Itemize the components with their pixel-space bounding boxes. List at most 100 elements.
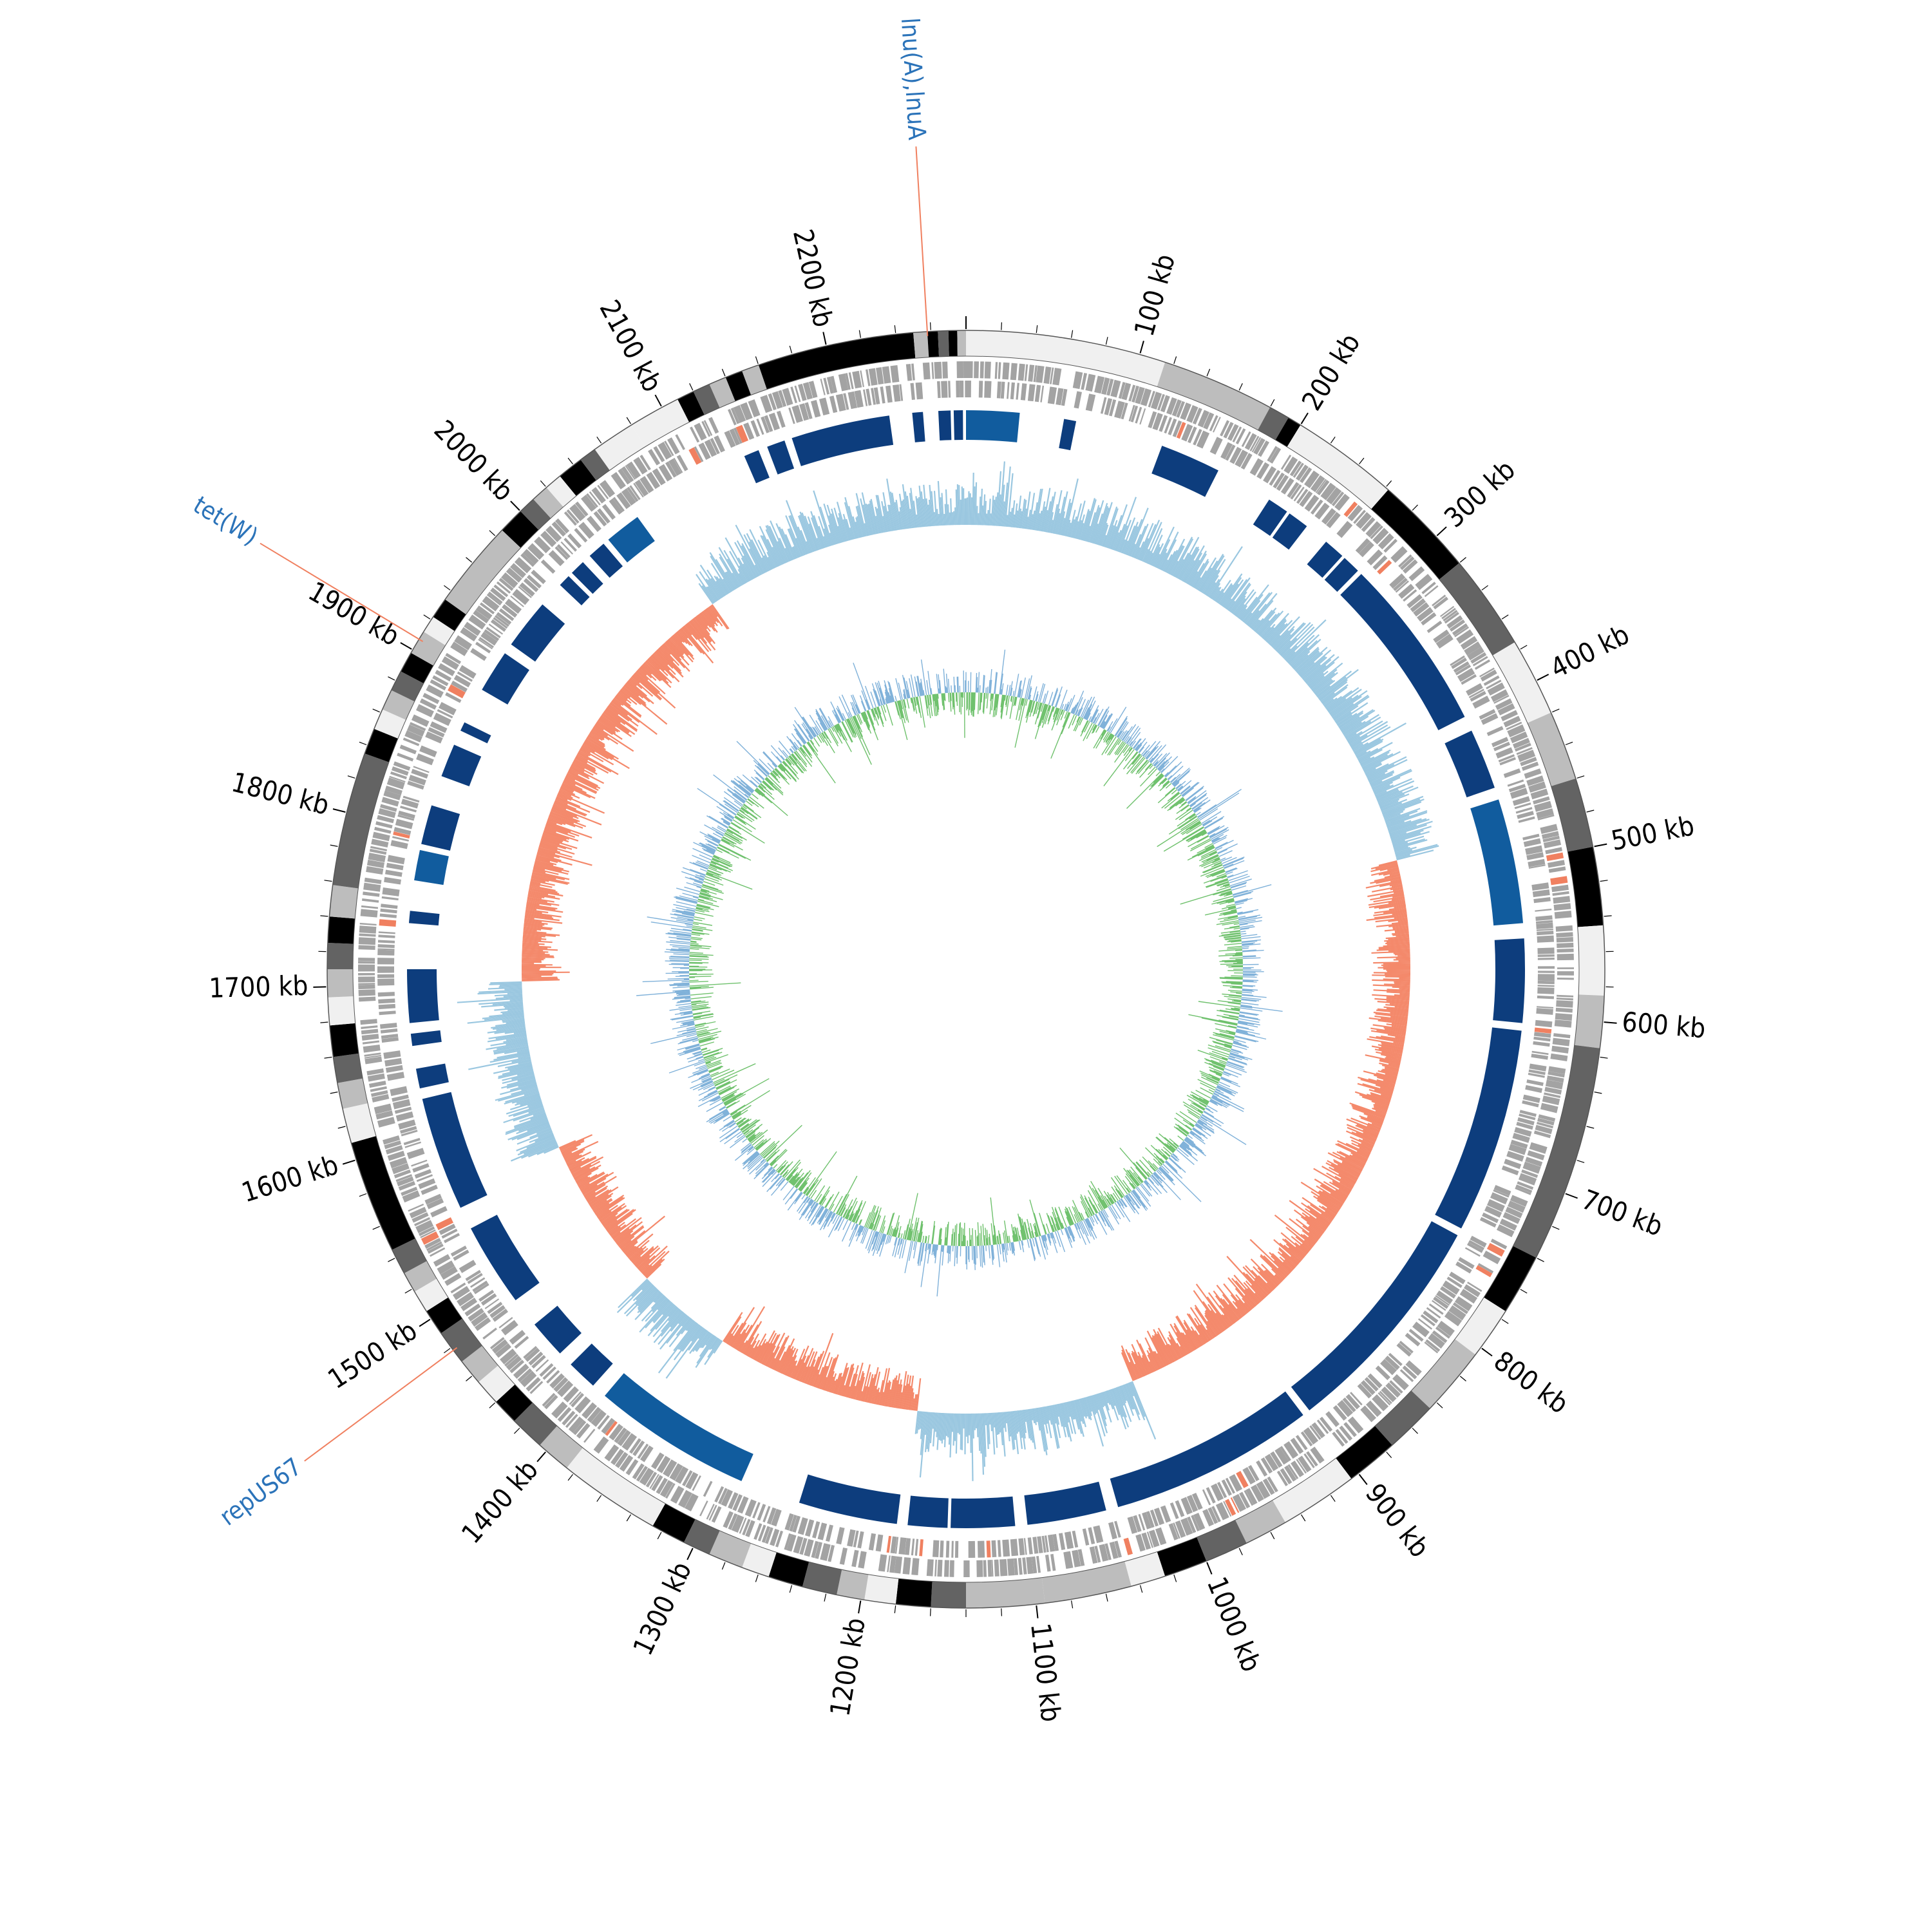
cds-feature	[453, 674, 471, 688]
gc-skew-bar	[1160, 755, 1179, 773]
gc-content-bar	[1381, 1042, 1404, 1048]
gc-content-bar	[600, 715, 632, 737]
gc-content-bar	[1263, 1255, 1287, 1278]
cds-feature	[599, 480, 616, 498]
gc-content-bar	[526, 909, 549, 914]
cds-feature	[457, 671, 473, 682]
gc-content-bar	[1028, 493, 1036, 530]
cds-feature	[411, 768, 429, 779]
gc-content-bar	[1170, 1344, 1179, 1360]
gc-skew-bar	[1226, 871, 1233, 875]
gc-content-bar	[856, 1372, 865, 1401]
gc-content-bar	[562, 1148, 578, 1156]
cds-feature	[1236, 1471, 1249, 1488]
gc-skew-bar	[1071, 706, 1075, 714]
gc-content-bar	[1367, 1038, 1404, 1046]
gc-content-bar	[799, 1348, 814, 1382]
gc-content-bar	[652, 1307, 679, 1338]
gc-skew-bar	[680, 999, 691, 1001]
cds-feature	[1551, 1045, 1569, 1054]
cds-feature	[489, 1305, 506, 1318]
gc-skew-bar	[1056, 709, 1063, 726]
contig-segment	[392, 1238, 427, 1274]
gc-content-bar	[626, 1233, 654, 1257]
gc-content-bar	[587, 735, 605, 747]
gc-content-bar	[533, 1110, 545, 1117]
cds-feature	[369, 848, 387, 855]
gc-content-bar	[1383, 963, 1410, 965]
gc-content-bar	[1380, 1018, 1408, 1023]
gc-skew-bar	[703, 1084, 715, 1090]
gc-content-bar	[649, 657, 668, 676]
gc-content-bar	[1202, 569, 1218, 594]
gc-content-bar	[687, 623, 701, 639]
gc-skew-bar	[684, 1048, 701, 1054]
blast-hit-block	[1444, 730, 1495, 798]
gc-skew-bar	[823, 1211, 833, 1227]
gc-content-bar	[1250, 1258, 1278, 1287]
cds-feature	[1296, 464, 1309, 481]
gc-content-bar	[1399, 993, 1410, 996]
gc-content-bar	[522, 979, 560, 981]
gc-content-bar	[1265, 1269, 1280, 1285]
gc-content-bar	[797, 526, 810, 554]
gc-skew-bar	[1010, 687, 1013, 696]
gc-content-bar	[609, 703, 632, 721]
gc-content-bar	[1357, 748, 1379, 761]
gc-content-bar	[1101, 1392, 1112, 1423]
gc-content-bar	[958, 485, 961, 526]
gc-content-bar	[1178, 546, 1198, 580]
cds-feature	[1380, 1359, 1397, 1376]
gc-skew-bar	[1101, 1210, 1113, 1231]
cds-feature	[478, 1289, 495, 1302]
cds-feature	[1229, 1474, 1243, 1492]
gc-skew-bar	[1235, 1035, 1259, 1042]
cds-feature	[617, 1430, 631, 1446]
gc-content-bar	[1378, 786, 1419, 804]
gc-content-bar	[1125, 1383, 1141, 1421]
gc-skew-bar	[737, 1118, 750, 1127]
gc-skew-bar	[1233, 1040, 1239, 1043]
gc-content-bar	[746, 1340, 757, 1357]
cds-feature	[1361, 516, 1376, 533]
cds-feature	[942, 361, 948, 379]
gc-content-bar	[600, 1205, 627, 1224]
gc-skew-bar	[692, 1007, 709, 1010]
cds-feature	[371, 838, 389, 848]
gc-skew-bar	[1120, 730, 1128, 740]
gc-skew-bar	[1193, 808, 1200, 813]
gc-content-bar	[578, 751, 619, 775]
gc-content-bar	[719, 553, 740, 588]
cds-feature	[703, 420, 713, 436]
gc-skew-bar	[1227, 947, 1242, 950]
gc-content-bar	[1349, 734, 1368, 746]
gc-skew-bar	[1133, 1162, 1148, 1179]
cds-feature	[1417, 607, 1434, 622]
gc-content-bar	[516, 1135, 554, 1151]
gc-content-bar	[536, 856, 558, 864]
gc-skew-bar	[1052, 707, 1058, 720]
gc-skew-bar	[1220, 1076, 1238, 1085]
cds-feature	[1280, 1468, 1293, 1484]
cds-feature	[1526, 852, 1544, 860]
gc-content-bar	[1383, 811, 1404, 819]
cds-feature	[380, 804, 397, 812]
gc-content-bar	[947, 504, 950, 526]
gc-content-bar	[825, 1354, 839, 1392]
gc-skew-bar	[1089, 1217, 1095, 1226]
cds-feature	[790, 386, 798, 404]
gc-content-bar	[932, 1412, 935, 1429]
gc-content-bar	[1392, 925, 1408, 929]
gc-skew-bar	[761, 1167, 773, 1179]
gc-content-bar	[493, 1046, 529, 1055]
gc-skew-bar	[1227, 1025, 1237, 1028]
gc-content-bar	[878, 1368, 888, 1406]
gc-content-bar	[1227, 600, 1236, 611]
gc-content-bar	[723, 1316, 742, 1343]
cds-feature	[1451, 657, 1467, 669]
gc-content-bar	[909, 493, 915, 528]
gc-content-bar	[842, 514, 851, 540]
cds-feature	[482, 1327, 497, 1340]
cds-feature	[409, 1207, 427, 1218]
